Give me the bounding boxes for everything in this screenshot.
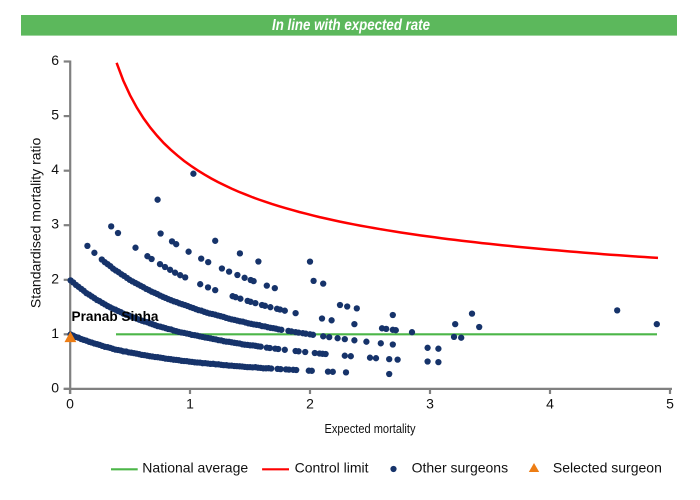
svg-text:In line with expected rate: In line with expected rate xyxy=(272,17,430,34)
svg-text:6: 6 xyxy=(51,52,59,68)
svg-text:2: 2 xyxy=(51,270,59,286)
svg-text:2: 2 xyxy=(306,396,314,412)
svg-text:3: 3 xyxy=(51,216,59,232)
svg-text:Selected surgeon: Selected surgeon xyxy=(553,459,662,475)
svg-text:Control limit: Control limit xyxy=(295,459,369,475)
svg-text:5: 5 xyxy=(51,107,59,123)
svg-text:4: 4 xyxy=(51,161,59,177)
svg-text:3: 3 xyxy=(426,396,434,412)
svg-text:Other surgeons: Other surgeons xyxy=(412,459,509,475)
svg-text:1: 1 xyxy=(51,325,59,341)
svg-text:0: 0 xyxy=(51,379,59,395)
svg-text:1: 1 xyxy=(186,396,194,412)
svg-text:5: 5 xyxy=(666,396,674,412)
svg-text:National average: National average xyxy=(142,459,248,475)
svg-text:4: 4 xyxy=(546,396,554,412)
svg-text:Expected mortality: Expected mortality xyxy=(325,421,416,436)
svg-text:0: 0 xyxy=(66,396,74,412)
svg-text:Standardised mortality ratio: Standardised mortality ratio xyxy=(28,137,44,308)
svg-text:Pranab Sinha: Pranab Sinha xyxy=(72,308,159,324)
